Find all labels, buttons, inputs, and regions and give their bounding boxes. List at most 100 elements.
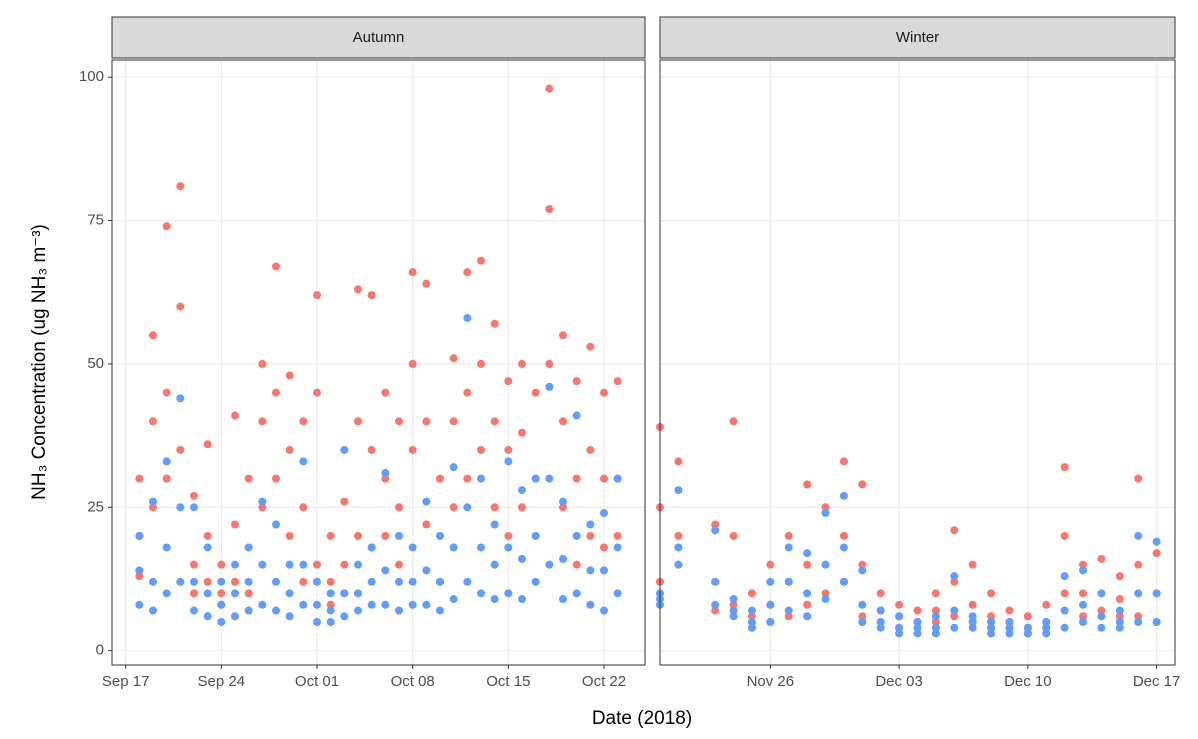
point (586, 600, 595, 609)
point (600, 566, 608, 575)
point (258, 497, 267, 506)
strip-text: Autumn (353, 29, 405, 46)
point (747, 612, 756, 621)
point (747, 589, 756, 598)
point (244, 589, 253, 598)
point (258, 359, 267, 368)
point (231, 612, 239, 621)
point (531, 388, 540, 397)
point (135, 531, 144, 540)
point (463, 314, 472, 323)
point (1097, 612, 1106, 621)
point (931, 612, 940, 621)
point (354, 606, 362, 615)
point (1079, 600, 1088, 609)
point (766, 577, 775, 586)
point (436, 531, 444, 540)
point (876, 617, 885, 626)
point (858, 612, 867, 621)
point (674, 531, 683, 540)
point (821, 589, 830, 598)
point (340, 589, 349, 598)
point (987, 629, 996, 638)
point (231, 411, 239, 420)
point (395, 606, 403, 615)
point (876, 623, 885, 632)
point (449, 417, 458, 426)
y-tick-label: 75 (87, 212, 104, 229)
point (231, 560, 239, 569)
point (729, 600, 738, 609)
point (747, 606, 756, 615)
strip (111, 16, 646, 59)
point (326, 606, 335, 615)
point (285, 612, 294, 621)
point (821, 560, 830, 569)
point (711, 520, 720, 529)
point (477, 474, 485, 483)
point (931, 589, 940, 598)
point (729, 606, 738, 615)
point (950, 572, 959, 581)
panel-background (112, 60, 645, 665)
point (747, 617, 756, 626)
point (313, 291, 321, 300)
point (711, 606, 720, 615)
point (803, 480, 812, 489)
point (545, 382, 554, 391)
point (381, 531, 390, 540)
point (674, 457, 683, 466)
point (326, 577, 335, 586)
point (950, 612, 959, 621)
point (803, 549, 812, 558)
point (436, 606, 444, 615)
point (674, 543, 683, 552)
point (913, 617, 922, 626)
point (149, 417, 157, 426)
point (987, 617, 996, 626)
point (395, 531, 403, 540)
point (217, 560, 226, 569)
point (354, 589, 362, 598)
point (463, 388, 472, 397)
point (858, 566, 867, 575)
point (1079, 617, 1088, 626)
point (272, 474, 280, 483)
point (203, 440, 212, 449)
point (1115, 617, 1124, 626)
point (299, 577, 308, 586)
point (839, 543, 848, 552)
point (449, 463, 458, 472)
point (258, 503, 267, 512)
strip (659, 16, 1176, 59)
point (1097, 606, 1106, 615)
point (367, 577, 376, 586)
point (858, 560, 867, 569)
point (490, 595, 499, 604)
point (821, 595, 830, 604)
point (381, 388, 390, 397)
point (299, 503, 308, 512)
point (895, 623, 904, 632)
point (821, 509, 830, 518)
point (784, 606, 793, 615)
point (784, 577, 793, 586)
point (203, 612, 212, 621)
point (1060, 531, 1069, 540)
point (613, 377, 622, 386)
point (858, 480, 867, 489)
point (285, 589, 294, 598)
point (839, 457, 848, 466)
point (313, 600, 321, 609)
point (244, 474, 253, 483)
point (1042, 617, 1051, 626)
point (1079, 589, 1088, 598)
point (545, 84, 554, 93)
point (149, 497, 157, 506)
x-tick-label: Oct 08 (391, 673, 435, 690)
point (449, 543, 458, 552)
point (190, 606, 198, 615)
point (162, 457, 171, 466)
point (1005, 629, 1014, 638)
